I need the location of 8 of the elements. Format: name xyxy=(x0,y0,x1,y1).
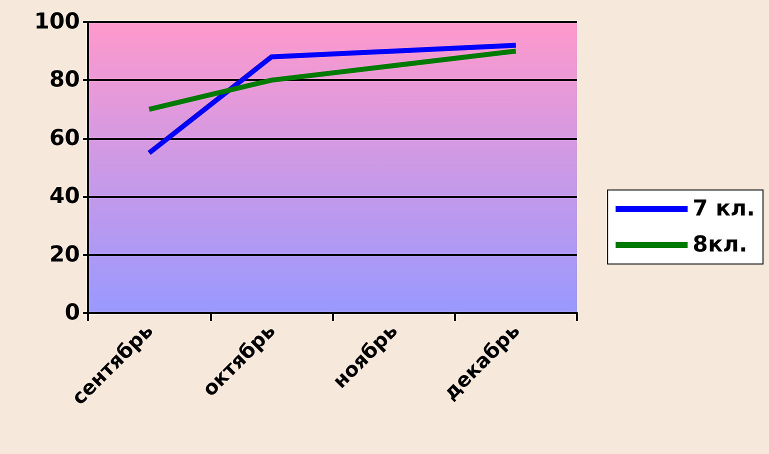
legend-label: 8кл. xyxy=(692,232,748,258)
y-tick-label: 80 xyxy=(49,68,80,93)
y-tick-label: 20 xyxy=(49,242,80,268)
y-tick-label: 60 xyxy=(49,126,80,151)
y-tick-label: 40 xyxy=(49,184,80,210)
y-tick-label: 0 xyxy=(64,300,80,326)
legend-label: 7 кл. xyxy=(692,196,756,222)
y-tick-label: 100 xyxy=(34,10,80,34)
